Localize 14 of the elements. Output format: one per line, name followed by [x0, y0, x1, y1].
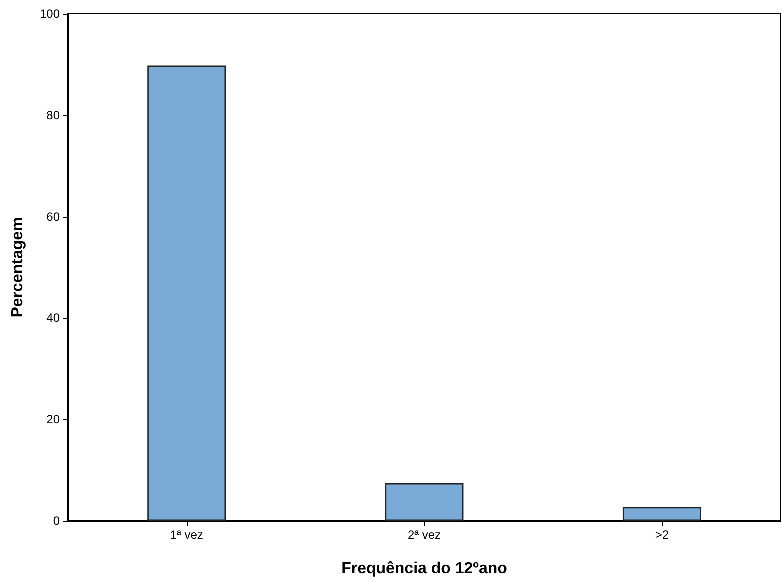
y-axis-title: Percentagem [10, 217, 26, 318]
x-tick-label: 2ª vez [408, 528, 442, 542]
y-tick-label: 100 [40, 7, 60, 21]
bar [385, 483, 464, 521]
y-tick-label: 80 [46, 108, 60, 122]
y-tick-label: 20 [46, 412, 60, 427]
bar [148, 66, 226, 521]
x-tick-label: 1ª vez [170, 528, 204, 542]
x-axis-title: Frequência do 12ºano [342, 560, 508, 578]
y-tick-label: 40 [46, 311, 60, 326]
x-tick-label: >2 [655, 528, 670, 542]
bar [622, 507, 702, 521]
y-tick-label: 0 [53, 514, 60, 528]
y-tick-label: 60 [46, 210, 60, 224]
